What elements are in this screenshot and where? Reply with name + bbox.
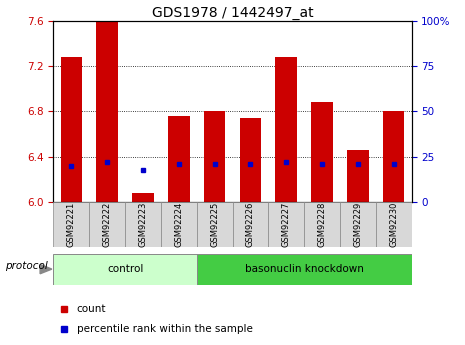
Text: control: control — [107, 264, 143, 274]
Bar — [53, 254, 197, 285]
Bar — [232, 202, 268, 247]
Bar — [275, 57, 297, 202]
Text: GSM92225: GSM92225 — [210, 201, 219, 247]
Text: GSM92229: GSM92229 — [353, 201, 362, 247]
Bar — [161, 202, 197, 247]
Bar — [311, 102, 333, 202]
Bar — [239, 118, 261, 202]
Bar — [168, 116, 190, 202]
Text: GSM92226: GSM92226 — [246, 201, 255, 247]
Text: percentile rank within the sample: percentile rank within the sample — [77, 324, 252, 334]
Text: GSM92221: GSM92221 — [67, 201, 76, 247]
Text: GSM92230: GSM92230 — [389, 201, 398, 247]
Bar — [60, 57, 82, 202]
Bar — [197, 202, 232, 247]
Text: basonuclin knockdown: basonuclin knockdown — [245, 264, 364, 274]
Bar — [204, 111, 226, 202]
Bar — [125, 202, 161, 247]
Bar — [268, 202, 304, 247]
Bar — [376, 202, 412, 247]
Bar — [96, 21, 118, 202]
Text: GSM92228: GSM92228 — [318, 201, 326, 247]
Bar — [347, 150, 369, 202]
Bar — [53, 202, 89, 247]
Polygon shape — [40, 264, 52, 274]
Bar — [340, 202, 376, 247]
Text: GSM92223: GSM92223 — [139, 201, 147, 247]
Bar — [197, 254, 412, 285]
Text: GSM92222: GSM92222 — [103, 201, 112, 247]
Text: count: count — [77, 304, 106, 314]
Bar — [132, 193, 154, 202]
Bar — [383, 111, 405, 202]
Text: GSM92227: GSM92227 — [282, 201, 291, 247]
Text: GSM92224: GSM92224 — [174, 201, 183, 247]
Bar — [89, 202, 125, 247]
Title: GDS1978 / 1442497_at: GDS1978 / 1442497_at — [152, 6, 313, 20]
Bar — [304, 202, 340, 247]
Text: protocol: protocol — [6, 261, 48, 271]
